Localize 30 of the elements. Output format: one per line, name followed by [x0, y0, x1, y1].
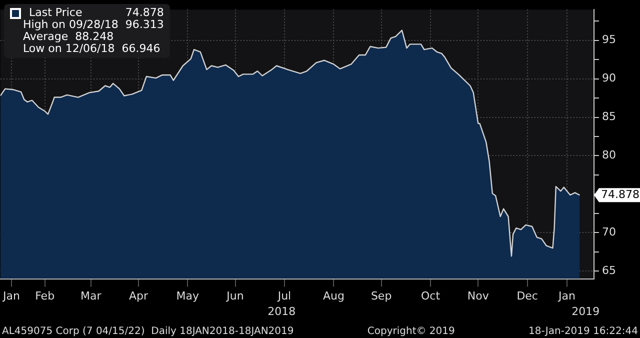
x-tick-label: Apr	[128, 289, 148, 302]
x-tick-label: Mar	[80, 289, 102, 302]
x-tick-label: Oct	[420, 289, 441, 302]
text: 2019	[572, 305, 600, 318]
y-tick-label: 70	[602, 226, 616, 239]
annotation: High on 09/28/18 96.313	[22, 18, 164, 31]
x-tick-label: Jan	[2, 289, 20, 302]
y-tick-label: 80	[602, 148, 616, 162]
text: Last Price	[29, 6, 84, 19]
text: 18-Jan-2019 16:22:44	[528, 326, 638, 337]
x-tick-label: Sep	[370, 289, 392, 302]
text: AL459075 Corp (7 04/15/22) Daily 18JAN2018-18JAN2019	[2, 326, 294, 337]
annotation: 74.878	[601, 188, 640, 201]
y-tick-label: 65	[602, 264, 616, 277]
x-tick-label: Jun	[226, 289, 244, 302]
y-tick-label: 90	[602, 72, 616, 85]
x-tick-label: Jul	[276, 289, 292, 302]
text: 2018	[268, 305, 296, 318]
x-tick-label: May	[176, 289, 200, 302]
text: 74.878	[125, 6, 164, 19]
x-tick-label: Nov	[467, 289, 490, 302]
y-tick-label: 95	[602, 33, 616, 46]
y-tick-label: 85	[602, 110, 616, 124]
annotation: Average 88.248	[22, 30, 115, 43]
x-tick-label: Feb	[35, 289, 55, 302]
text: Copyright© 2019	[367, 326, 455, 337]
annotation: Low on 12/06/18 66.946	[22, 42, 162, 55]
x-tick-label: Jan	[558, 289, 576, 302]
x-tick-label: Dec	[516, 289, 538, 302]
x-tick-label: Aug	[322, 289, 344, 302]
